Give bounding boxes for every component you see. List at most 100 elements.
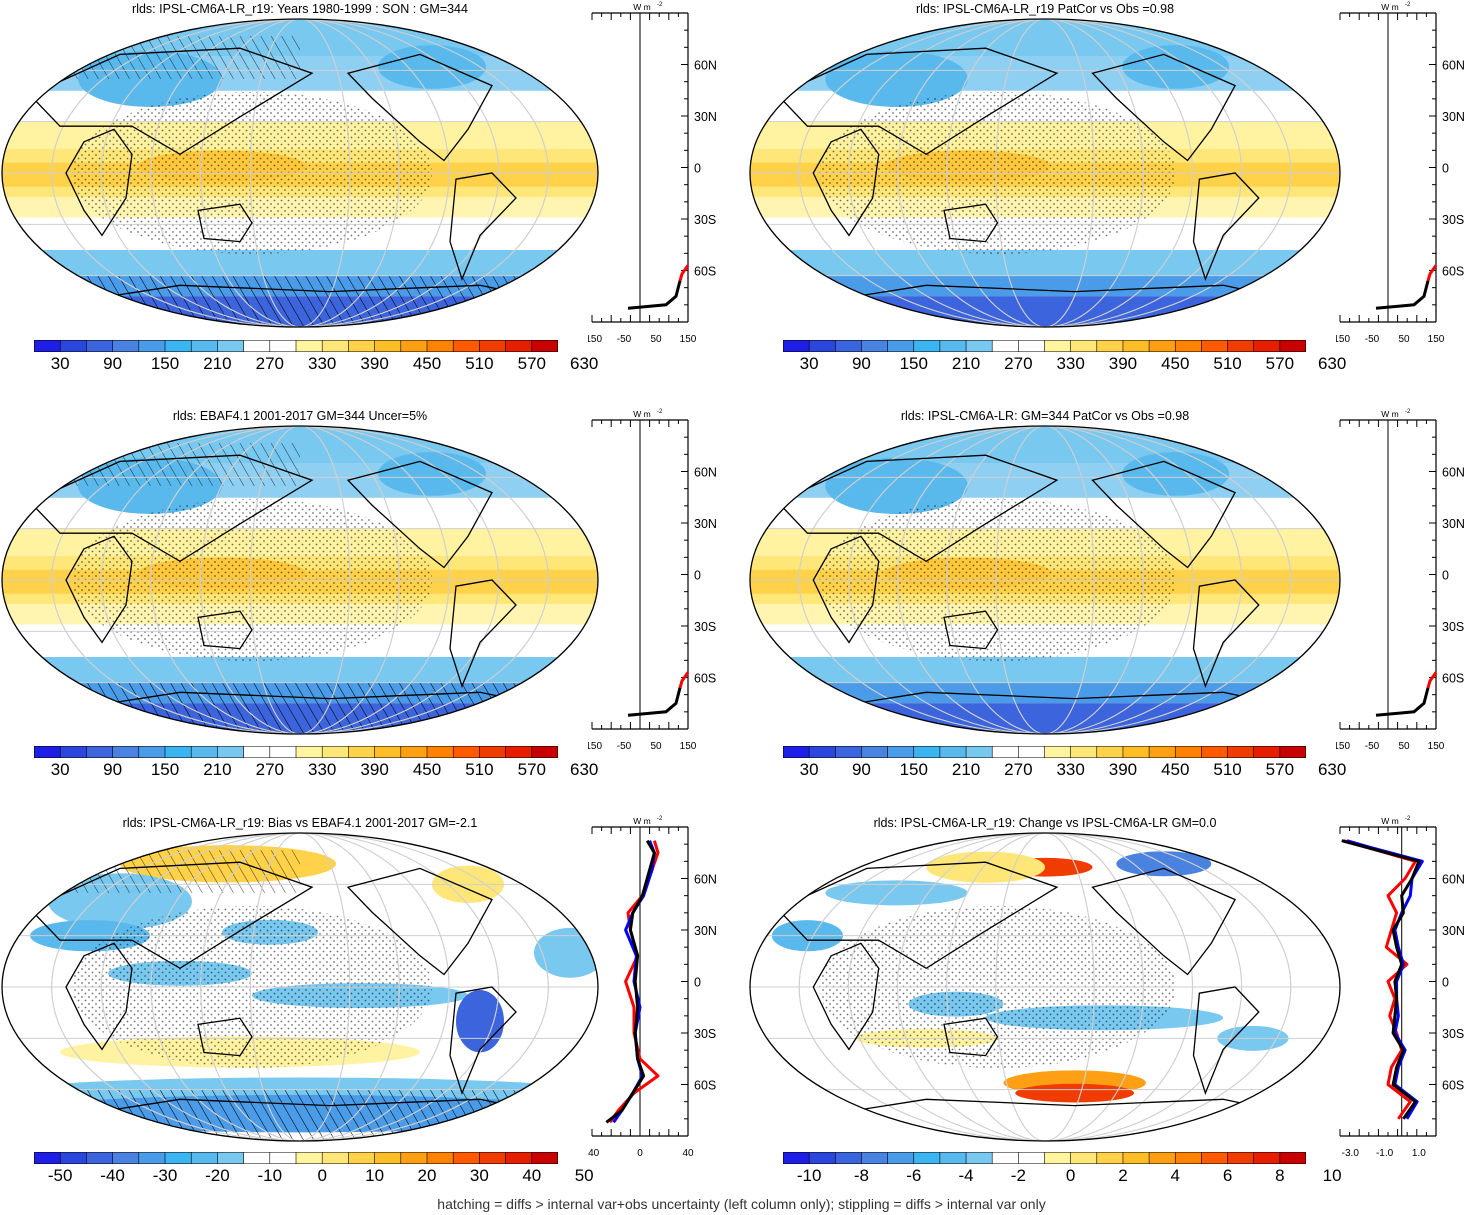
colorbar-swatch — [783, 1152, 810, 1164]
colorbar-swatch — [86, 746, 114, 758]
colorbar-swatch — [243, 340, 271, 352]
colorbar-swatch — [505, 1152, 533, 1164]
x-tick-label: -150 — [588, 741, 602, 752]
colorbar-swatch — [1253, 1152, 1281, 1164]
colorbar-swatch — [190, 1152, 219, 1164]
colorbar-swatch — [505, 746, 533, 758]
colorbar-swatch — [452, 340, 481, 352]
latitude-label: 60S — [1442, 672, 1464, 686]
colorbar-label: 570 — [517, 354, 546, 373]
units-label: W m — [633, 816, 650, 826]
panel-title: rlds: IPSL-CM6A-LR_r19: Change vs IPSL-C… — [873, 816, 1217, 830]
latitude-label: 60S — [694, 265, 716, 279]
panel-title: rlds: IPSL-CM6A-LR_r19 PatCor vs Obs =0.… — [915, 2, 1175, 16]
latitude-label: 30S — [1442, 1027, 1464, 1041]
colorbar-label: 510 — [1213, 354, 1242, 373]
colorbar-label: 510 — [465, 760, 494, 779]
zonal-mean-plot: -150 -50 50 150 W m -2 60N 30N 0 30S 60S — [588, 409, 717, 752]
latitude-label: 30N — [694, 110, 717, 124]
colorbar-swatch — [86, 340, 114, 352]
colorbar-swatch — [295, 340, 324, 352]
colorbar-swatch — [1201, 746, 1229, 758]
colorbar-label: 150 — [899, 354, 928, 373]
colorbar — [783, 1152, 1306, 1164]
units-superscript: -2 — [657, 816, 663, 822]
colorbar-swatch — [138, 746, 166, 758]
latitude-label: 60S — [1442, 265, 1464, 279]
colorbar-swatch — [1070, 746, 1098, 758]
colorbar-label: -6 — [906, 1166, 922, 1185]
colorbar-swatch — [426, 1152, 455, 1164]
colorbar-label: 390 — [1108, 354, 1138, 373]
model-zonal-line — [1426, 264, 1438, 282]
units-superscript: -2 — [1405, 2, 1411, 8]
x-tick-label: -150 — [1336, 741, 1350, 752]
colorbar-swatch — [479, 340, 507, 352]
zonal-mean-plot: -40 0 40 W m -2 60N 30N 0 30S 60S — [588, 816, 717, 1159]
colorbar-label: 510 — [465, 354, 494, 373]
zonal-mean-plot: -150 -50 50 150 W m -2 60N 30N 0 30S 60S — [588, 2, 717, 345]
latitude-label: 30S — [1442, 620, 1464, 634]
x-tick-label: -150 — [1336, 334, 1350, 345]
latitude-label: 60S — [694, 672, 716, 686]
colorbar-swatch — [965, 746, 994, 758]
colorbar-swatch — [1096, 1152, 1124, 1164]
colorbar-labels: 30 90 150 210 270 330 390 450 510 570 630 — [0, 760, 600, 784]
latitude-label: 30S — [1442, 213, 1464, 227]
colorbar-swatch — [138, 1152, 166, 1164]
colorbar-label: -10 — [257, 1166, 283, 1185]
colorbar-swatch — [991, 746, 1020, 758]
colorbar-swatch — [808, 746, 837, 758]
ensemble-zonal-line — [1341, 839, 1421, 1120]
x-tick-label: -150 — [588, 334, 602, 345]
colorbar-swatch — [217, 1152, 245, 1164]
colorbar-label: 570 — [517, 760, 546, 779]
units-superscript: -2 — [1405, 409, 1411, 415]
colorbar-swatch — [295, 1152, 324, 1164]
colorbar-label: 10 — [365, 1166, 385, 1185]
x-tick-label: -40 — [588, 1148, 600, 1159]
x-tick-label: 0 — [637, 1148, 643, 1159]
ensemble-zonal-line — [627, 687, 682, 717]
colorbar-label: 450 — [1161, 760, 1190, 779]
colorbar-swatch — [269, 746, 297, 758]
colorbar-swatch — [452, 1152, 481, 1164]
colorbar-swatch — [269, 340, 297, 352]
units-label: W m — [1381, 816, 1398, 826]
colorbar — [34, 340, 558, 352]
colorbar-label: -20 — [205, 1166, 230, 1185]
colorbar-swatch — [59, 746, 88, 758]
colorbar-swatch — [808, 340, 837, 352]
model-zonal-line — [1342, 839, 1417, 1120]
colorbar-swatch — [1227, 1152, 1255, 1164]
latitude-label: 60N — [1442, 466, 1465, 480]
colorbar-swatch — [887, 746, 915, 758]
x-tick-label: 150 — [1428, 741, 1445, 752]
latitude-label: 0 — [694, 569, 701, 583]
colorbar-swatch — [374, 1152, 402, 1164]
model-zonal-line — [678, 264, 690, 282]
model-zonal-line — [678, 671, 690, 689]
units-label: W m — [1381, 2, 1398, 12]
colorbar-label: -30 — [152, 1166, 178, 1185]
colorbar-label: 30 — [799, 760, 819, 779]
colorbar-swatch — [783, 746, 810, 758]
colorbar-label: -40 — [100, 1166, 125, 1185]
units-superscript: -2 — [1405, 816, 1411, 822]
colorbar-swatch — [164, 1152, 193, 1164]
colorbar-swatch — [834, 340, 863, 352]
colorbar-swatch — [34, 746, 62, 758]
latitude-label: 0 — [694, 162, 701, 176]
x-tick-label: 150 — [1428, 334, 1445, 345]
colorbar-swatch — [243, 746, 271, 758]
latitude-label: 0 — [1442, 569, 1449, 583]
colorbar-swatch — [1174, 340, 1203, 352]
colorbar-swatch — [348, 340, 376, 352]
colorbar-swatch — [1018, 340, 1046, 352]
colorbar-swatch — [1279, 1152, 1306, 1164]
colorbar-swatch — [400, 340, 428, 352]
latitude-label: 0 — [1442, 976, 1449, 990]
colorbar-swatch — [479, 746, 507, 758]
colorbar-labels: 30 90 150 210 270 330 390 450 510 570 630 — [0, 354, 600, 378]
colorbar-swatch — [1044, 340, 1072, 352]
